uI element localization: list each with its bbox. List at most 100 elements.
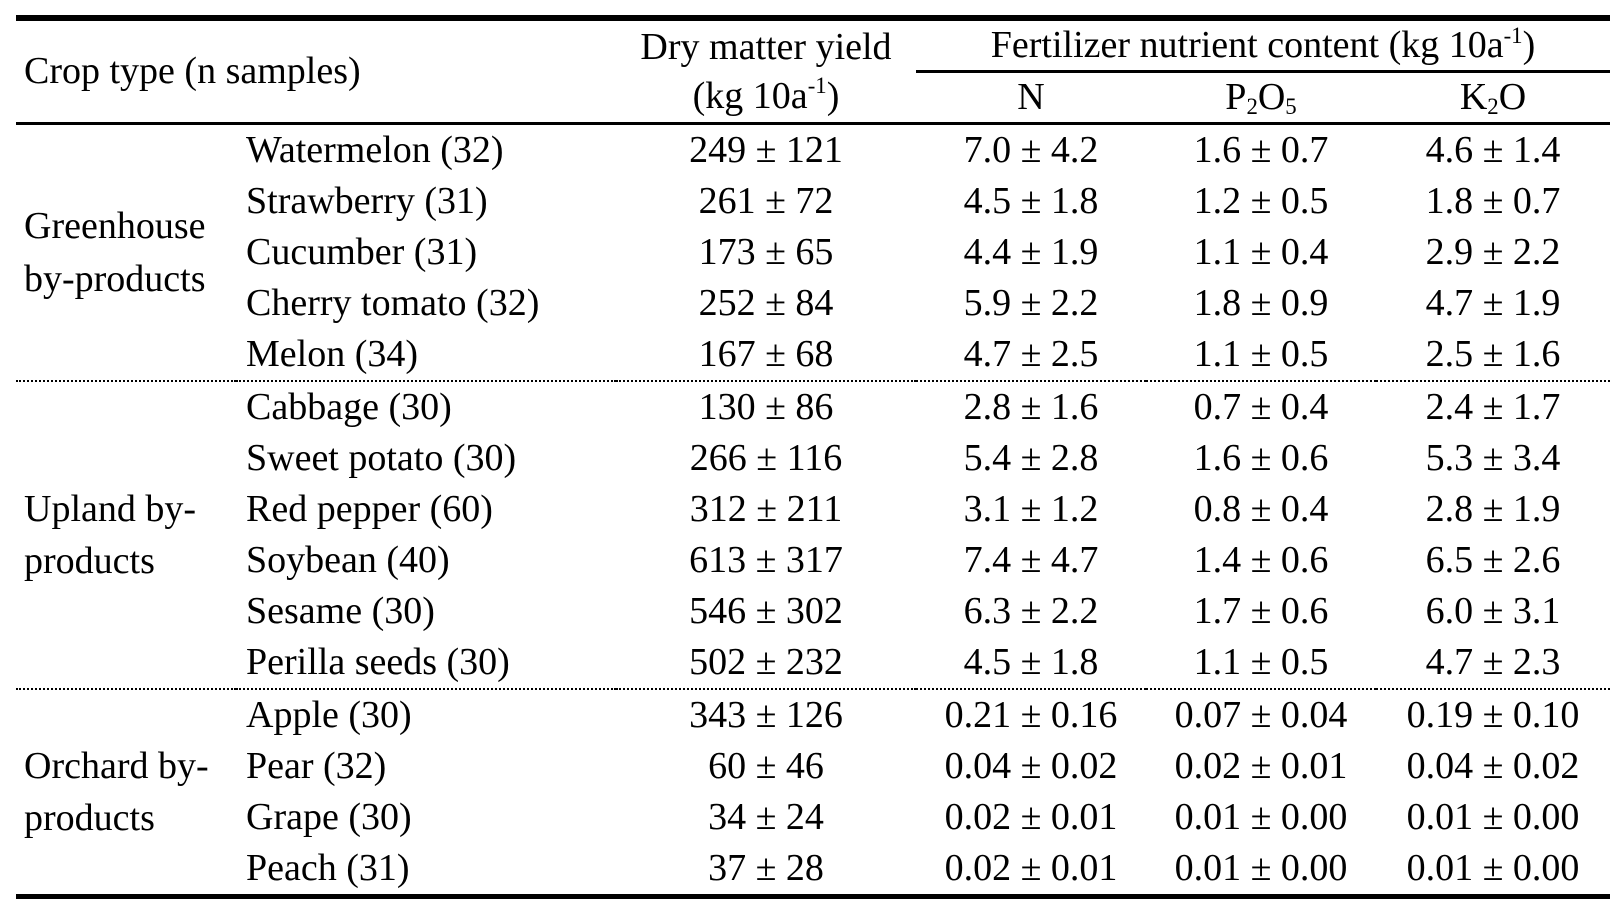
header-n: N xyxy=(916,71,1146,125)
p2o5-cell: 0.8 ± 0.4 xyxy=(1193,487,1329,530)
crop-name-cell: Soybean (40) xyxy=(246,538,450,581)
dry-matter-cell: 60 ± 46 xyxy=(708,744,824,787)
group-label: Orchard by-products xyxy=(16,688,236,897)
n-cell: 0.21 ± 0.16 xyxy=(916,688,1146,741)
dry-matter-cell: 34 ± 24 xyxy=(708,795,824,838)
header-crop-type: Crop type (n samples) xyxy=(16,18,616,125)
p2o5-cell: 1.4 ± 0.6 xyxy=(1193,538,1329,581)
n-cell: 4.4 ± 1.9 xyxy=(963,230,1099,273)
header-dry-matter-yield: Dry matter yield (kg 10a-1) xyxy=(616,18,916,125)
table-row: Sesame (30) 546 ± 302 6.3 ± 2.2 1.7 ± 0.6 6.… xyxy=(16,586,1610,637)
dry-matter-cell: 252 ± 84 xyxy=(698,281,834,324)
k2o-cell: 0.01 ± 0.00 xyxy=(1406,795,1580,838)
k2o-cell: 6.0 ± 3.1 xyxy=(1425,589,1561,632)
p2o5-cell: 0.02 ± 0.01 xyxy=(1174,744,1348,787)
header-k2o: K2O xyxy=(1376,71,1610,125)
p2o5-cell: 1.7 ± 0.6 xyxy=(1193,589,1329,632)
p2o5-cell: 1.6 ± 0.6 xyxy=(1193,436,1329,479)
k2o-cell: 2.5 ± 1.6 xyxy=(1425,332,1561,375)
table-row: Peach (31) 37 ± 28 0.02 ± 0.01 0.01 ± 0.00 0… xyxy=(16,843,1610,897)
n-cell: 6.3 ± 2.2 xyxy=(963,589,1099,632)
n-cell: 5.9 ± 2.2 xyxy=(963,281,1099,324)
k2o-cell: 5.3 ± 3.4 xyxy=(1425,436,1561,479)
crop-name-cell: Sweet potato (30) xyxy=(246,436,517,479)
n-cell: 3.1 ± 1.2 xyxy=(963,487,1099,530)
n-cell: 7.4 ± 4.7 xyxy=(963,538,1099,581)
p2o5-cell: 0.7 ± 0.4 xyxy=(1146,380,1376,433)
table-row: Cherry tomato (32) 252 ± 84 5.9 ± 2.2 1.8 ±… xyxy=(16,278,1610,329)
k2o-symbol-o: O xyxy=(1498,75,1527,118)
table-row: Orchard by-products Apple (30) 343 ± 126 0.… xyxy=(16,688,1610,897)
table-header: Crop type (n samples) Dry matter yield (… xyxy=(16,18,1610,125)
p2o5-cell: 1.6 ± 0.7 xyxy=(1193,128,1329,171)
crop-name-cell: Pear (32) xyxy=(246,744,387,787)
table-row: Greenhouse by-products Watermelon (32) 249… xyxy=(16,124,1610,300)
k2o-cell: 6.5 ± 2.6 xyxy=(1425,538,1561,581)
dry-matter-cell: 312 ± 211 xyxy=(689,487,843,530)
header-row-1: Crop type (n samples) Dry matter yield (… xyxy=(16,18,1610,125)
group-label: Greenhouse by-products xyxy=(24,205,206,300)
n-cell: 0.04 ± 0.02 xyxy=(944,744,1118,787)
crop-name-cell: Cherry tomato (32) xyxy=(246,281,540,324)
p2o5-cell: 1.2 ± 0.5 xyxy=(1193,179,1329,222)
k2o-cell: 0.04 ± 0.02 xyxy=(1406,744,1580,787)
p2o5-cell: 1.1 ± 0.5 xyxy=(1193,640,1329,683)
table-row: Strawberry (31) 261 ± 72 4.5 ± 1.8 1.2 ± 0.… xyxy=(16,176,1610,227)
p2o5-symbol-p: P xyxy=(1225,75,1247,118)
header-p2o5: P2O5 xyxy=(1146,71,1376,125)
p2o5-cell: 1.8 ± 0.9 xyxy=(1193,281,1329,324)
k2o-cell: 0.01 ± 0.00 xyxy=(1406,846,1580,889)
k2o-cell: 4.7 ± 1.9 xyxy=(1425,281,1561,324)
k2o-subscript-2: 2 xyxy=(1487,94,1499,120)
p2o5-cell: 0.01 ± 0.00 xyxy=(1174,846,1348,889)
p2o5-cell: 0.07 ± 0.04 xyxy=(1146,688,1376,741)
n-cell: 7.0 ± 4.2 xyxy=(963,128,1099,171)
p2o5-cell: 1.1 ± 0.5 xyxy=(1193,332,1329,375)
p2o5-cell: 1.1 ± 0.4 xyxy=(1193,230,1329,273)
n-cell: 4.7 ± 2.5 xyxy=(963,332,1099,375)
table-row: Grape (30) 34 ± 24 0.02 ± 0.01 0.01 ± 0.00 0… xyxy=(16,792,1610,843)
dry-matter-cell: 249 ± 121 xyxy=(689,128,843,171)
dry-matter-cell: 266 ± 116 xyxy=(689,436,843,479)
table-row: Upland by-products Cabbage (30) 130 ± 86 2.… xyxy=(16,380,1610,689)
dry-matter-cell: 343 ± 126 xyxy=(616,688,916,741)
p2o5-subscript-5: 5 xyxy=(1285,94,1297,120)
table-figure: Crop type (n samples) Dry matter yield (… xyxy=(16,15,1610,899)
unit-open: (kg 10a xyxy=(692,74,808,117)
table-body: Greenhouse by-products Watermelon (32) 249… xyxy=(16,124,1610,897)
dry-matter-cell: 261 ± 72 xyxy=(698,179,834,222)
header-row-2: N P2O5 K2O xyxy=(16,71,1610,125)
unit-close: ) xyxy=(826,74,840,117)
fertilizer-label: Fertilizer nutrient content (kg 10a xyxy=(990,23,1504,66)
crop-fertilizer-table: Crop type (n samples) Dry matter yield (… xyxy=(16,15,1610,899)
table-row: Perilla seeds (30) 502 ± 232 4.5 ± 1.8 1.1 … xyxy=(16,637,1610,689)
k2o-cell: 4.6 ± 1.4 xyxy=(1425,128,1561,171)
dry-matter-cell: 546 ± 302 xyxy=(689,589,843,632)
fertilizer-unit-exponent: -1 xyxy=(1503,22,1523,48)
crop-name-cell: Peach (31) xyxy=(246,846,410,889)
k2o-cell: 4.7 ± 2.3 xyxy=(1425,640,1561,683)
p2o5-symbol-o: O xyxy=(1257,75,1286,118)
crop-name-cell: Cabbage (30) xyxy=(236,380,616,433)
k2o-cell: 2.9 ± 2.2 xyxy=(1425,230,1561,273)
k2o-symbol-k: K xyxy=(1459,75,1488,118)
crop-name-cell: Perilla seeds (30) xyxy=(246,640,510,683)
crop-name-cell: Sesame (30) xyxy=(246,589,435,632)
dry-matter-cell: 173 ± 65 xyxy=(698,230,834,273)
table-row: Cucumber (31) 173 ± 65 4.4 ± 1.9 1.1 ± 0.4 2… xyxy=(16,227,1610,278)
n-cell: 4.5 ± 1.8 xyxy=(963,179,1099,222)
p2o5-subscript-2: 2 xyxy=(1246,94,1258,120)
crop-name-cell: Apple (30) xyxy=(236,688,616,741)
unit-exponent: -1 xyxy=(807,73,827,99)
dry-matter-cell: 130 ± 86 xyxy=(616,380,916,433)
k2o-cell: 0.19 ± 0.10 xyxy=(1376,688,1610,741)
dry-matter-cell: 37 ± 28 xyxy=(708,846,824,889)
n-cell: 0.02 ± 0.01 xyxy=(944,795,1118,838)
n-cell: 0.02 ± 0.01 xyxy=(944,846,1118,889)
group-label: Upland by-products xyxy=(16,380,236,689)
dry-matter-label: Dry matter yield xyxy=(640,25,892,68)
crop-name-cell: Strawberry (31) xyxy=(246,179,488,222)
crop-name-cell: Melon (34) xyxy=(246,332,419,375)
k2o-cell: 2.8 ± 1.9 xyxy=(1425,487,1561,530)
